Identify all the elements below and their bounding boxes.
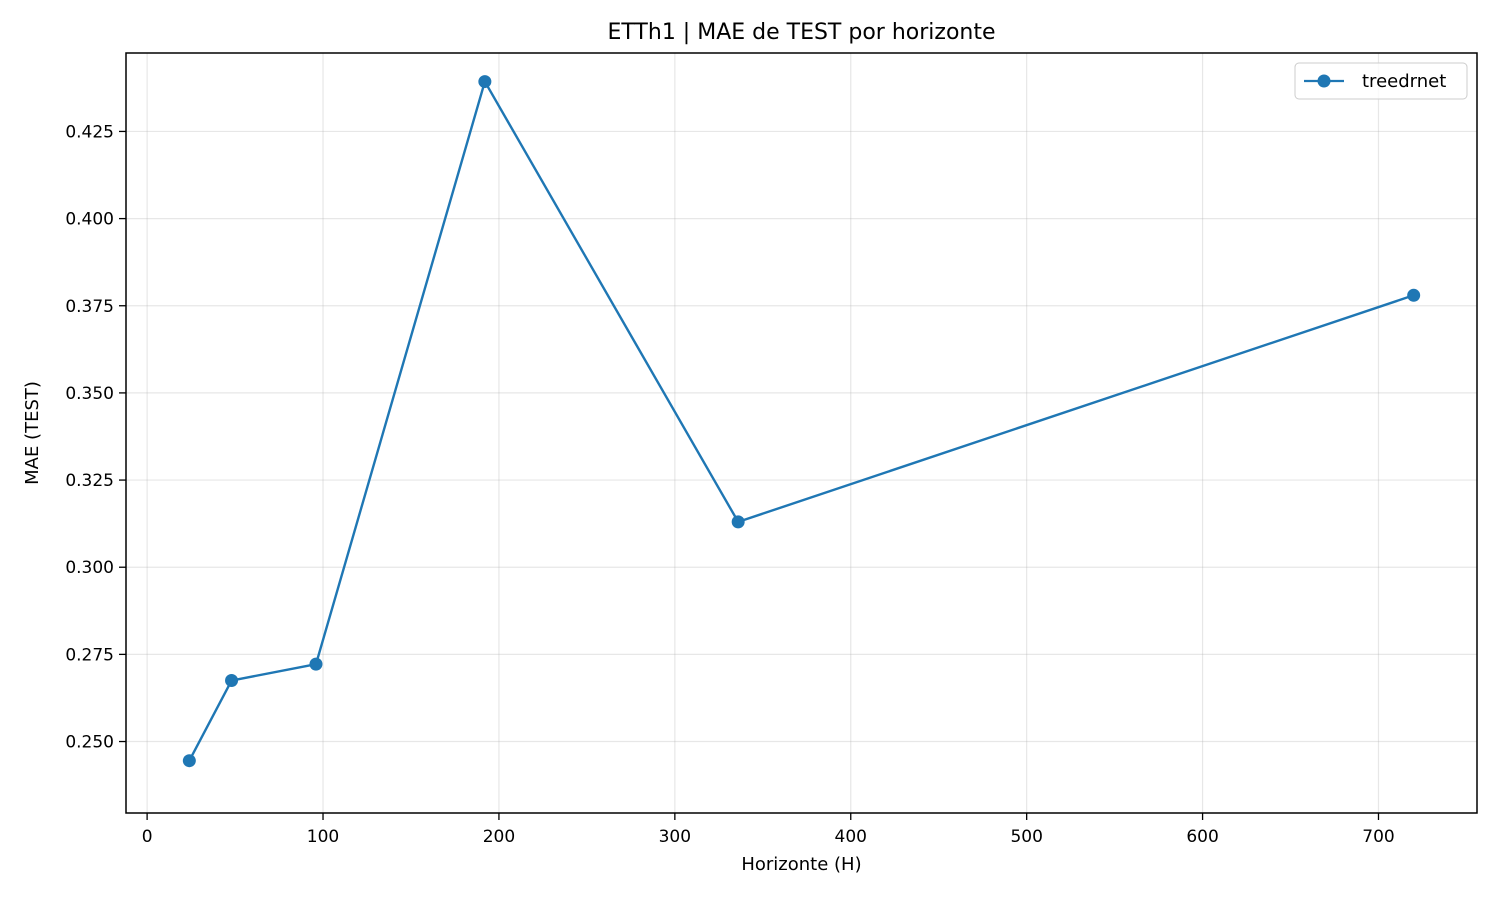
legend-marker-swatch [1317,74,1331,88]
y-tick-label: 0.400 [65,210,114,230]
data-point [478,75,492,89]
y-tick-label: 0.325 [65,471,114,491]
x-tick-label: 700 [1362,827,1394,847]
data-point [225,674,239,688]
y-tick-label: 0.425 [65,122,114,142]
data-point [1407,288,1421,302]
legend-box [1294,62,1468,100]
x-tick-label: 200 [483,827,515,847]
y-axis-label: MAE (TEST) [22,381,43,485]
legend: treedrnet [1294,62,1468,100]
plot-frame [125,52,1478,814]
x-tick-label: 0 [142,827,153,847]
data-point [309,657,323,671]
chart-title: ETTh1 | MAE de TEST por horizonte [607,20,995,45]
data-point [731,515,745,529]
legend-entry-label: treedrnet [1362,71,1446,92]
y-tick-label: 0.375 [65,297,114,317]
y-axis: 0.250 0.275 0.300 0.325 0.350 0.375 0.400 0.425 [65,122,126,753]
x-tick-label: 600 [1186,827,1218,847]
y-tick-label: 0.275 [65,645,114,665]
grid [126,53,1477,813]
data-point [182,754,196,768]
x-axis: 0 100 200 300 400 500 600 700 [142,813,1395,847]
x-tick-label: 300 [659,827,691,847]
x-tick-label: 100 [307,827,339,847]
x-axis-label: Horizonte (H) [741,854,861,875]
x-tick-label: 400 [835,827,867,847]
y-tick-label: 0.350 [65,384,114,404]
x-tick-label: 500 [1010,827,1042,847]
y-tick-label: 0.250 [65,733,114,753]
series-line-treedrnet [188,80,1415,762]
series-layer [182,75,1421,768]
y-tick-label: 0.300 [65,558,114,578]
